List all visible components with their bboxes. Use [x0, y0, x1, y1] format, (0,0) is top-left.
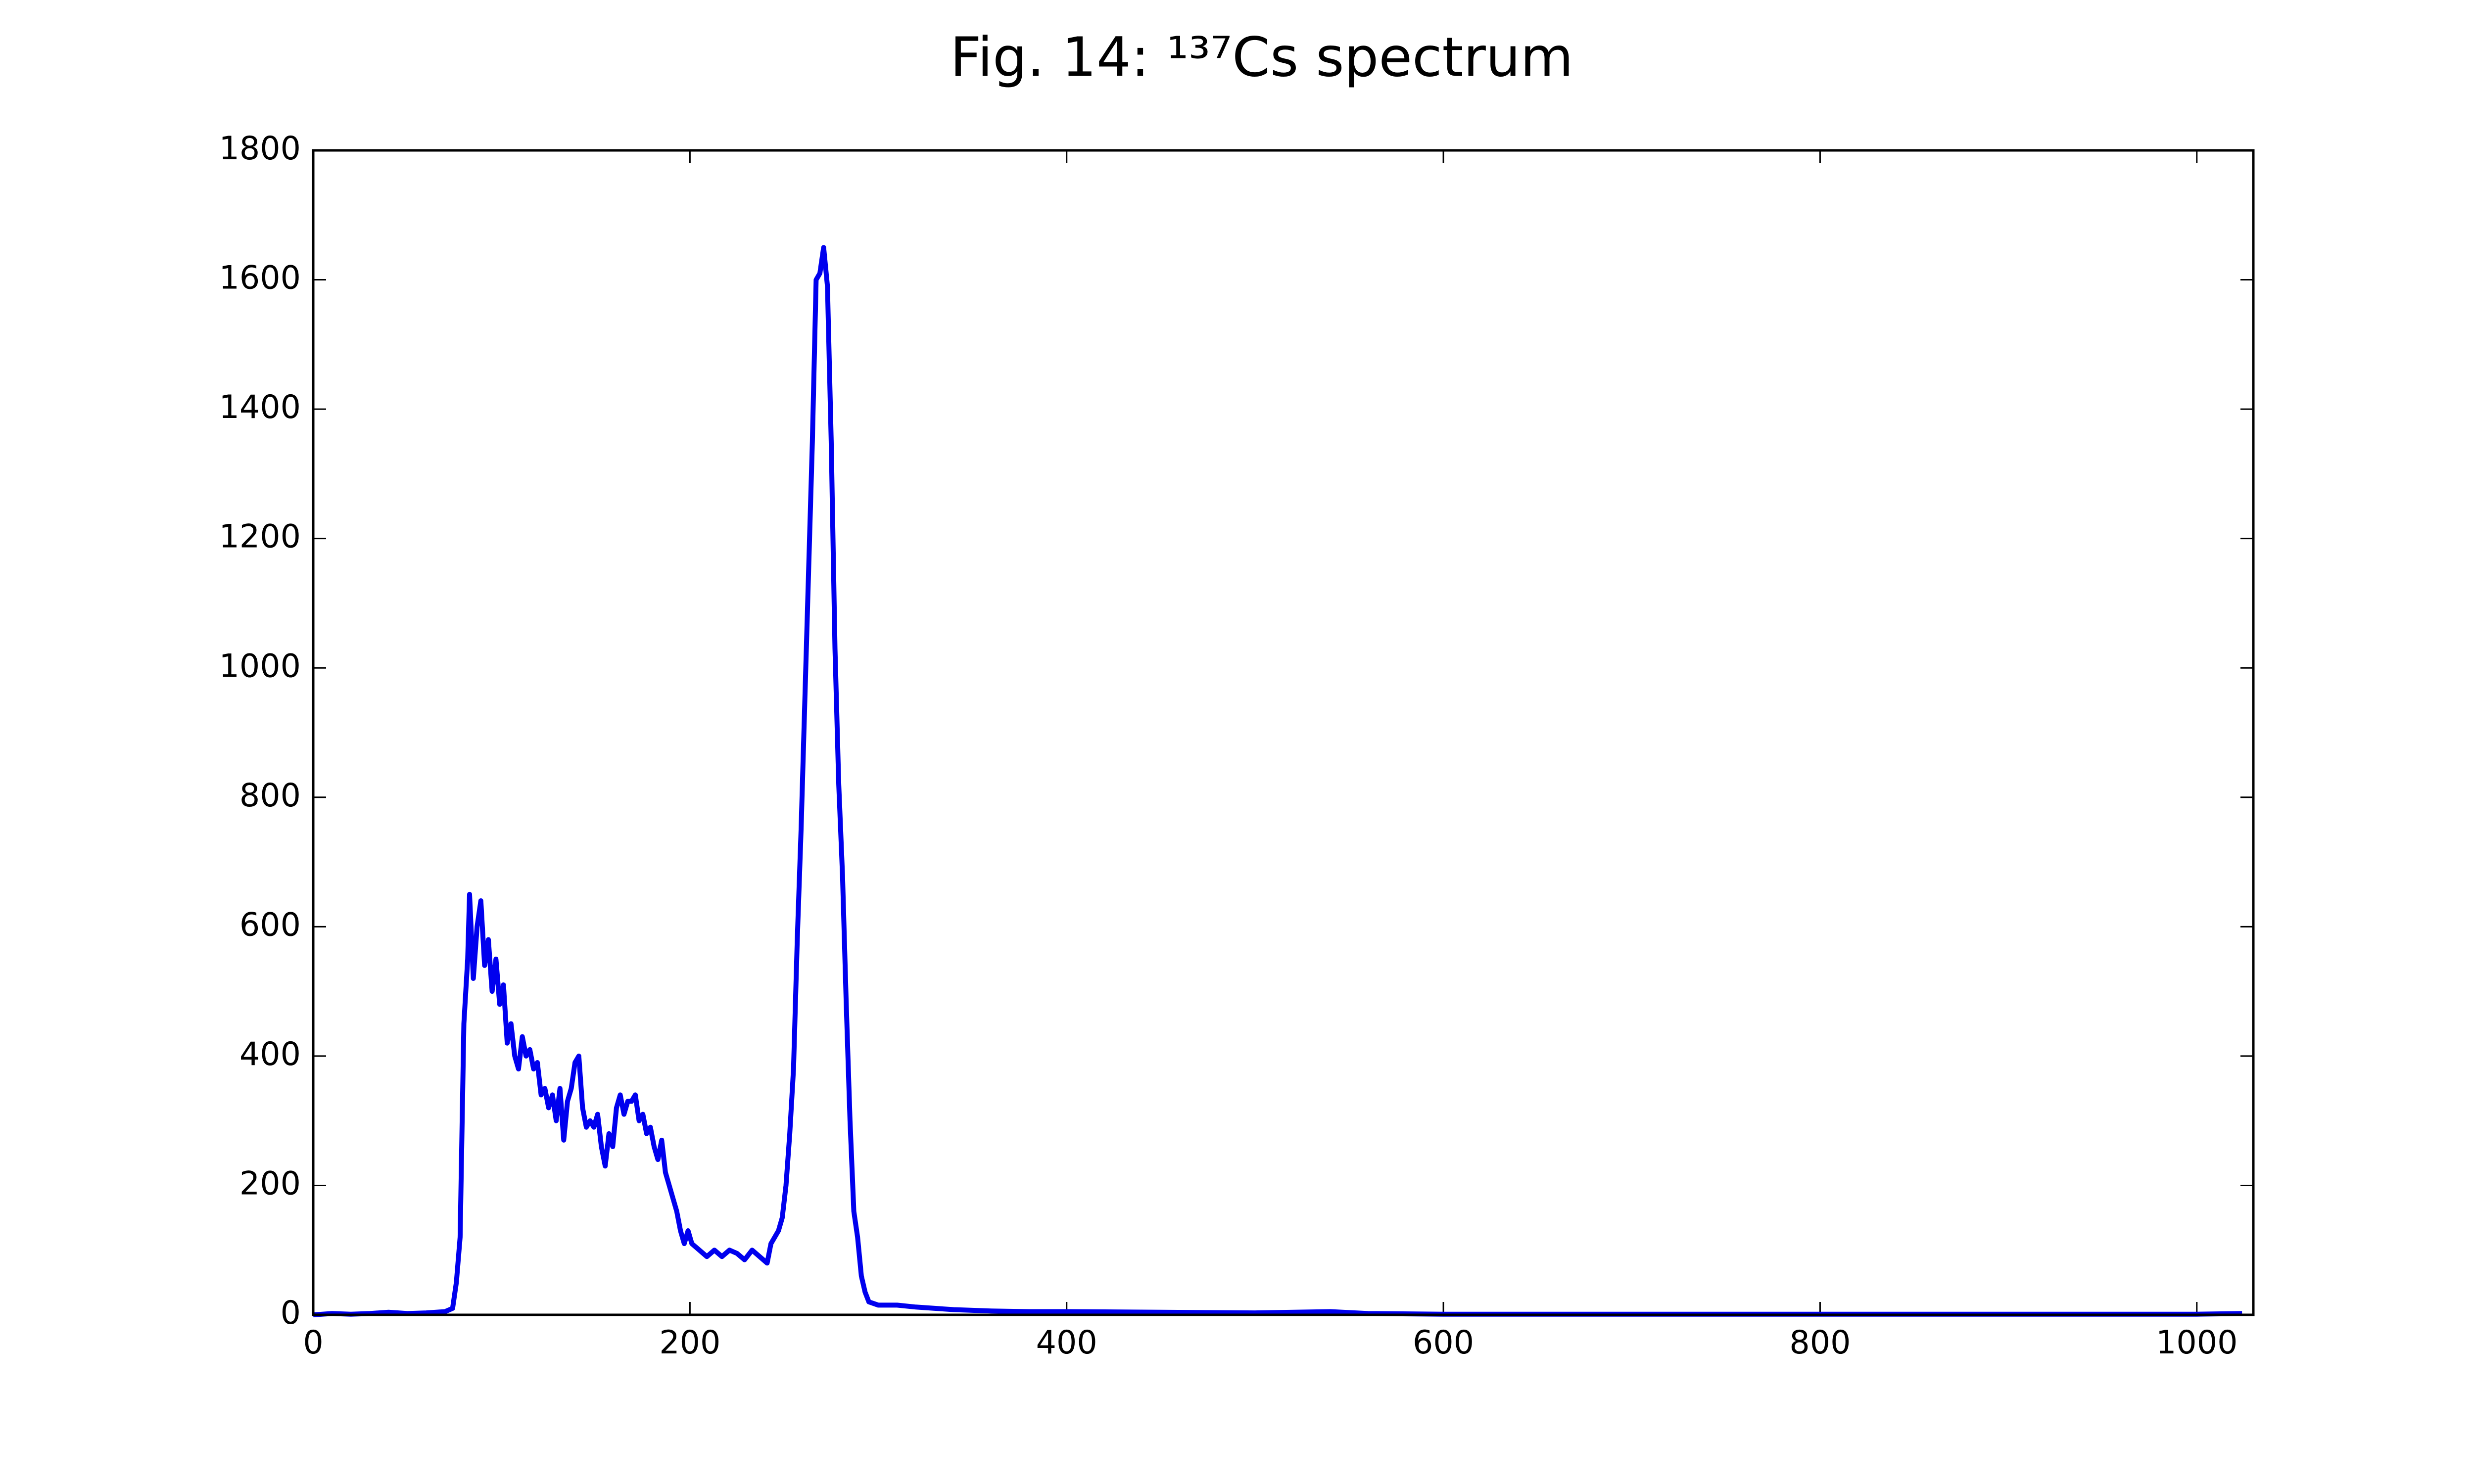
x-tick-label: 600 — [1413, 1324, 1474, 1361]
y-tick-label: 200 — [239, 1165, 301, 1203]
x-tick-label: 1000 — [2156, 1324, 2237, 1361]
y-tick-label: 1800 — [219, 130, 301, 167]
x-tick-label: 200 — [659, 1324, 720, 1361]
y-tick-label: 1000 — [219, 648, 301, 685]
x-tick-label: 400 — [1036, 1324, 1097, 1361]
x-tick-label: 0 — [303, 1324, 323, 1361]
y-tick-label: 400 — [239, 1036, 301, 1073]
y-tick-label: 0 — [281, 1295, 301, 1332]
y-tick-label: 1200 — [219, 518, 301, 556]
x-tick-label: 800 — [1789, 1324, 1851, 1361]
plot-frame — [312, 149, 2255, 1316]
y-tick-label: 1600 — [219, 260, 301, 297]
y-tick-label: 800 — [239, 777, 301, 814]
y-tick-label: 1400 — [219, 389, 301, 426]
y-tick-label: 600 — [239, 906, 301, 943]
chart-title: Fig. 14: ¹³⁷Cs spectrum — [950, 25, 1573, 89]
spectrum-line — [313, 245, 2242, 1317]
